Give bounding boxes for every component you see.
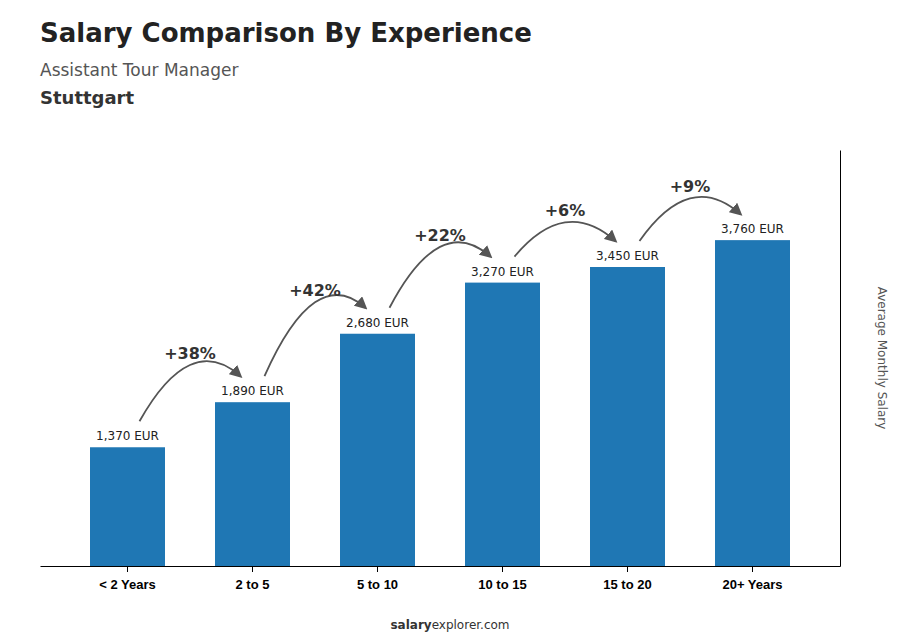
annotation: +6% [545, 201, 586, 220]
x-tick-label: 5 to 10 [357, 577, 398, 592]
data-label: 3,270 EUR [471, 265, 534, 279]
y-axis-title: Average Monthly Salary [875, 287, 889, 430]
labels: 1,370 EUR 1,890 EUR 2,680 EUR 3,270 EUR 3,45… [96, 177, 784, 443]
x-tick: 10 to 15 [478, 566, 526, 592]
growth-arrow [140, 361, 241, 421]
bar [715, 240, 790, 566]
subtitle: Assistant Tour Manager [40, 60, 238, 80]
x-tick: 2 to 5 [236, 566, 270, 592]
chart: Salary Comparison By Experience Assistant… [0, 0, 900, 641]
data-label: 3,450 EUR [596, 249, 659, 263]
x-tick-mark [127, 566, 128, 572]
x-tick: 5 to 10 [357, 566, 398, 592]
annotation: +9% [670, 177, 711, 196]
x-tick-mark [252, 566, 253, 572]
x-tick-mark [377, 566, 378, 572]
title: Salary Comparison By Experience [40, 18, 532, 48]
source: salaryexplorer.com [390, 618, 509, 632]
x-tick-mark [627, 566, 628, 572]
x-axis: < 2 Years 2 to 5 5 to 10 10 to 15 15 to 20 20… [41, 566, 841, 592]
subtitle: Stuttgart [40, 87, 135, 108]
bar [340, 334, 415, 566]
x-tick: < 2 Years [99, 566, 156, 592]
annotation: +22% [414, 226, 466, 245]
x-tick-label: 10 to 15 [478, 577, 526, 592]
y-axis-line [840, 151, 841, 567]
x-tick: 20+ Years [722, 566, 782, 592]
x-tick-label: 15 to 20 [603, 577, 651, 592]
x-tick-label: < 2 Years [99, 577, 156, 592]
source-part: explorer.com [432, 618, 510, 632]
bar [215, 402, 290, 566]
plot: < 2 Years 2 to 5 5 to 10 10 to 15 15 to 20 20… [41, 151, 841, 593]
growth-arrow [265, 295, 366, 376]
x-tick-label: 20+ Years [722, 577, 782, 592]
growth-arrow [640, 197, 741, 241]
data-label: 1,890 EUR [221, 384, 284, 398]
source-part: salary [390, 618, 431, 632]
bars [90, 240, 790, 566]
x-tick-label: 2 to 5 [236, 577, 270, 592]
annotation: +38% [164, 344, 216, 363]
x-axis-line [41, 566, 841, 567]
data-label: 3,760 EUR [721, 222, 784, 236]
x-tick-mark [752, 566, 753, 572]
x-tick-mark [502, 566, 503, 572]
x-tick: 15 to 20 [603, 566, 651, 592]
bar [590, 267, 665, 566]
bar [90, 447, 165, 566]
data-label: 1,370 EUR [96, 429, 159, 443]
growth-arrow [390, 242, 491, 307]
bar [465, 283, 540, 566]
data-label: 2,680 EUR [346, 316, 409, 330]
growth-arrow [515, 222, 616, 257]
y-axis [840, 151, 841, 567]
annotation: +42% [289, 281, 341, 300]
